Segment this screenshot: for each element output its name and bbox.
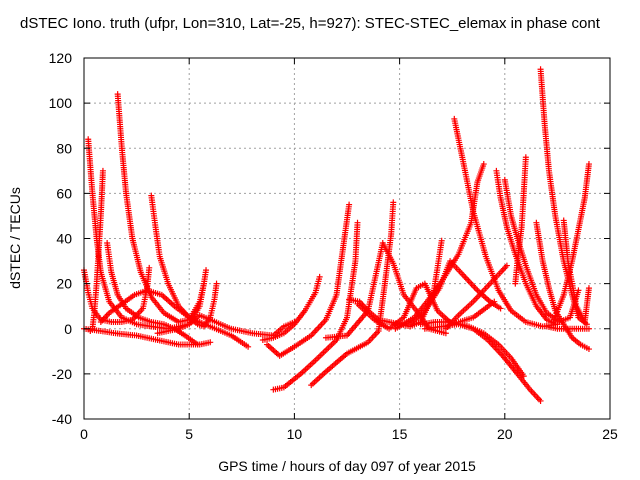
x-tick-label: 25: [602, 426, 618, 442]
tick-layer: 0 5 10 15 20 25 -40 -20 0 20 40 60 80 100 120: [49, 50, 618, 442]
series-arc05: [114, 91, 207, 325]
data-point: [245, 343, 252, 350]
series-arc26: [537, 66, 590, 328]
data-point: [537, 397, 544, 404]
y-tick-label: 60: [56, 185, 72, 201]
data-point: [585, 161, 592, 168]
series-arc11: [264, 201, 353, 359]
data-point: [585, 285, 592, 292]
series-arc12: [270, 219, 361, 393]
data-layer: [81, 66, 592, 404]
series-arc04: [104, 240, 201, 348]
x-tick-label: 10: [287, 426, 303, 442]
y-tick-label: 40: [56, 231, 72, 247]
series-arc14: [322, 240, 449, 341]
series-arc07: [81, 325, 214, 348]
data-point: [203, 267, 210, 274]
series-arc19: [442, 262, 510, 332]
series-arc03: [87, 167, 106, 335]
series-arc10: [259, 273, 323, 344]
series-arc08: [97, 287, 252, 350]
data-point: [354, 219, 361, 226]
x-tick-label: 0: [80, 426, 88, 442]
x-tick-label: 15: [392, 426, 408, 442]
data-point: [585, 325, 592, 332]
x-tick-label: 5: [185, 426, 193, 442]
y-tick-label: 0: [64, 321, 72, 337]
title-layer: dSTEC Iono. truth (ufpr, Lon=310, Lat=-2…: [20, 15, 601, 32]
data-point: [575, 287, 582, 294]
series-arc27: [533, 219, 592, 353]
series-arc09: [154, 312, 298, 339]
y-tick-label: 20: [56, 276, 72, 292]
series-arc02: [85, 136, 210, 332]
series-arc18: [392, 161, 487, 332]
data-point: [512, 280, 519, 287]
x-axis-label: GPS time / hours of day 097 of year 2015: [218, 458, 476, 474]
series-arc25: [512, 154, 529, 287]
data-point: [316, 273, 323, 280]
series-arc22: [451, 115, 561, 330]
data-point: [346, 201, 353, 208]
data-point: [520, 373, 527, 380]
data-point: [146, 264, 153, 271]
series-arc28: [550, 161, 592, 325]
series-arc29: [560, 217, 592, 325]
y-tick-label: -20: [52, 366, 72, 382]
data-point: [390, 199, 397, 206]
y-tick-label: 100: [49, 95, 73, 111]
x-tick-label: 20: [497, 426, 513, 442]
data-point: [213, 280, 220, 287]
y-axis-label: dSTEC / TECUs: [7, 187, 23, 289]
data-point: [480, 161, 487, 168]
series-arc21: [417, 318, 527, 380]
y-tick-label: 120: [49, 50, 73, 66]
data-point: [497, 305, 504, 312]
y-tick-label: -40: [52, 411, 72, 427]
data-point: [503, 262, 510, 269]
data-point: [200, 280, 207, 287]
series-arc23: [493, 167, 559, 328]
y-tick-label: 80: [56, 140, 72, 156]
data-point: [207, 339, 214, 346]
series-arc30: [543, 323, 592, 332]
data-point: [438, 237, 445, 244]
data-point: [585, 346, 592, 353]
chart-title: dSTEC Iono. truth (ufpr, Lon=310, Lat=-2…: [20, 15, 601, 32]
label-layer: GPS time / hours of day 097 of year 2015…: [7, 187, 476, 474]
